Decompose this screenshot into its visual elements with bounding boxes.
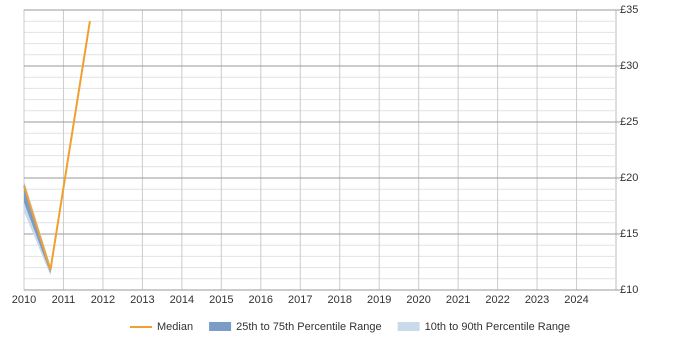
x-tick-label: 2013 [130, 294, 154, 306]
x-tick-label: 2017 [288, 294, 312, 306]
x-tick-label: 2010 [12, 294, 36, 306]
x-tick-label: 2020 [406, 294, 430, 306]
x-tick-label: 2019 [367, 294, 391, 306]
y-tick-label: £35 [620, 4, 638, 16]
x-tick-label: 2012 [91, 294, 115, 306]
x-tick-label: 2016 [249, 294, 273, 306]
legend-label: Median [157, 321, 193, 333]
x-tick-label: 2023 [525, 294, 549, 306]
legend-swatch [397, 322, 420, 331]
y-tick-label: £15 [620, 228, 638, 240]
median-line [23, 21, 91, 271]
legend-label: 25th to 75th Percentile Range [236, 321, 382, 333]
y-tick-label: £10 [620, 284, 638, 296]
x-tick-label: 2014 [170, 294, 194, 306]
x-tick-label: 2024 [564, 294, 588, 306]
x-tick-label: 2018 [327, 294, 351, 306]
x-tick-label: 2022 [485, 294, 509, 306]
legend-swatch [209, 322, 232, 331]
x-tick-label: 2021 [446, 294, 470, 306]
plot-area [23, 9, 617, 291]
x-tick-label: 2015 [209, 294, 233, 306]
legend-label: 10th to 90th Percentile Range [425, 321, 571, 333]
y-tick-label: £20 [620, 172, 638, 184]
y-tick-label: £25 [620, 116, 638, 128]
y-tick-label: £30 [620, 60, 638, 72]
x-tick-label: 2011 [52, 294, 76, 306]
